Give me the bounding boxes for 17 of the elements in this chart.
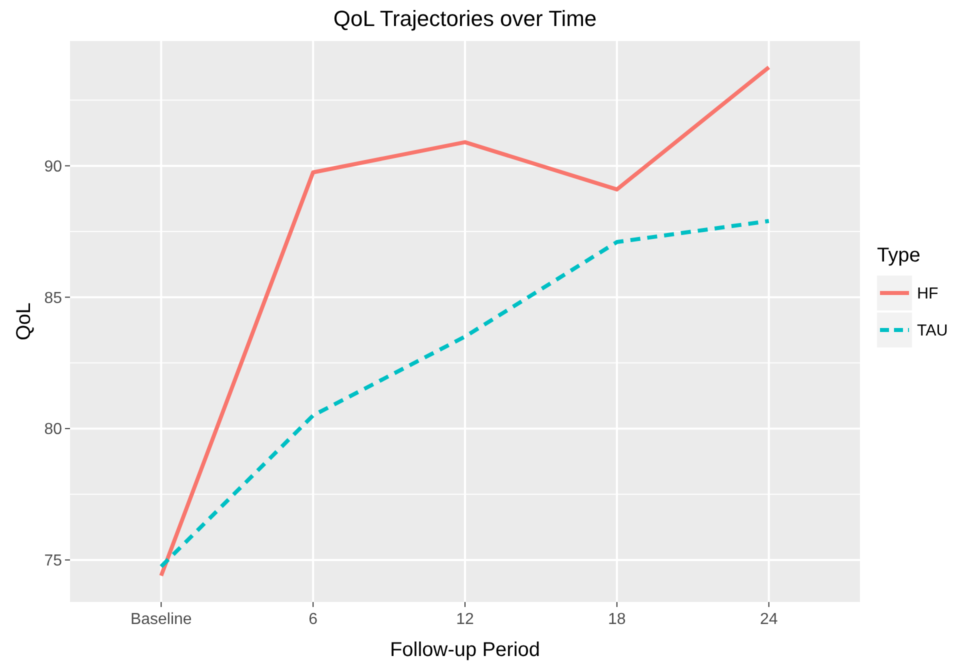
line-series — [159, 65, 771, 578]
x-tick-label: 12 — [456, 611, 474, 628]
y-tick-label: 80 — [44, 421, 62, 438]
line-series — [159, 218, 771, 569]
y-tick-label: 90 — [44, 158, 62, 176]
x-tick-label: Baseline — [130, 611, 192, 628]
y-axis-title: QoL — [13, 302, 35, 340]
chart-title: QoL Trajectories over Time — [333, 6, 597, 31]
legend-label: TAU — [917, 322, 948, 340]
y-tick-label: 85 — [44, 290, 62, 307]
y-tick-label: 75 — [44, 552, 62, 570]
x-tick-label: 18 — [608, 611, 626, 628]
x-tick-label: 24 — [760, 611, 778, 628]
x-tick-label: 6 — [308, 611, 318, 628]
legend-title: Type — [877, 244, 920, 266]
x-axis-title: Follow-up Period — [390, 639, 540, 661]
legend-label: HF — [917, 286, 939, 303]
